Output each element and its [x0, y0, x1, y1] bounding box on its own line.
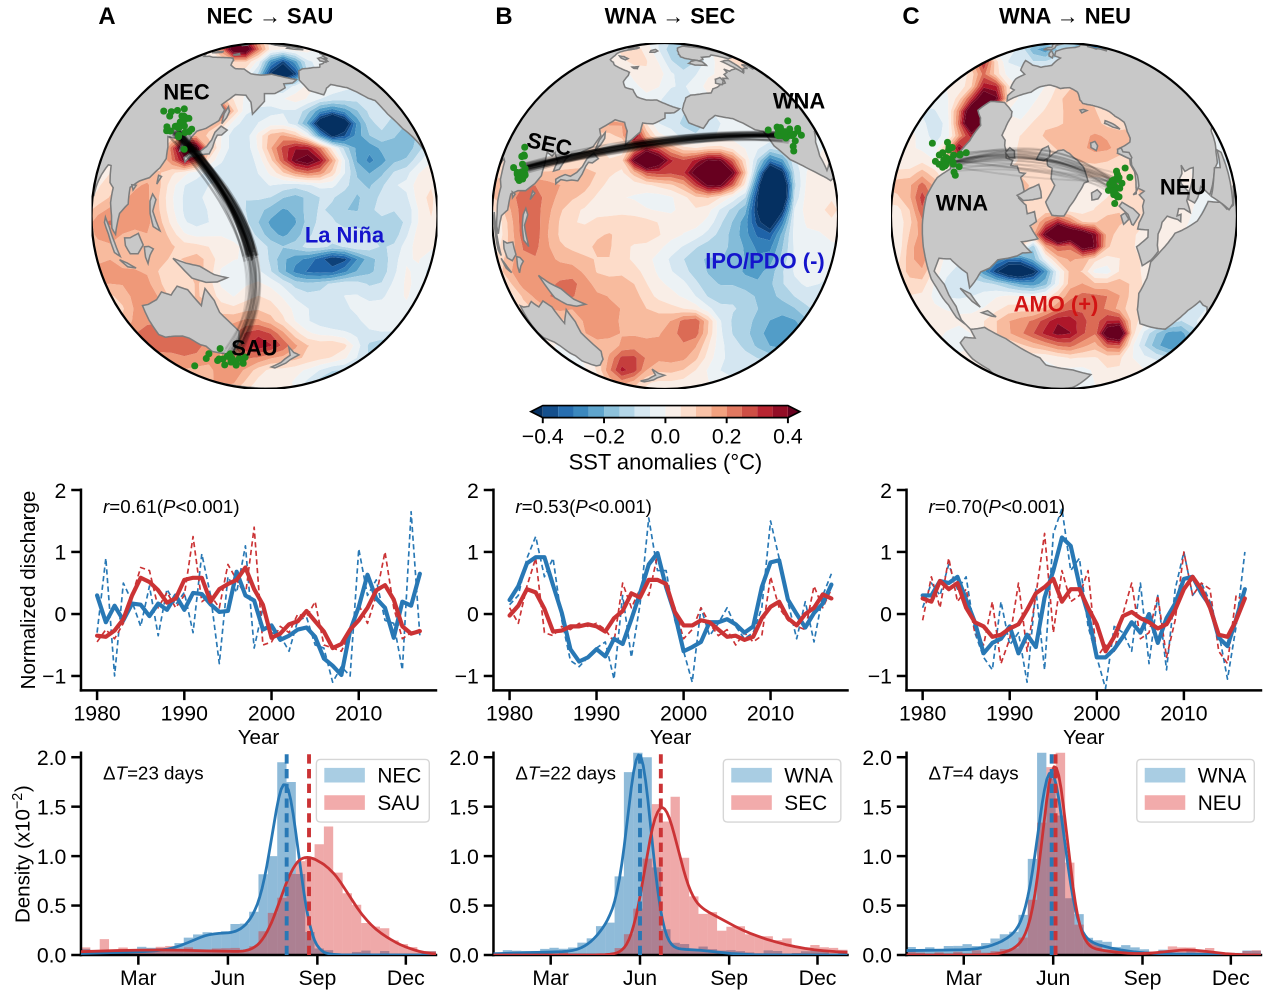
svg-text:SST anomalies (°C): SST anomalies (°C): [569, 449, 763, 474]
svg-text:0: 0: [880, 603, 892, 627]
svg-text:2000: 2000: [248, 701, 295, 725]
svg-text:WNA: WNA: [936, 191, 989, 216]
svg-text:1990: 1990: [573, 701, 620, 725]
svg-text:SEC: SEC: [784, 792, 827, 815]
svg-text:1.0: 1.0: [37, 845, 67, 869]
svg-text:1980: 1980: [486, 701, 533, 725]
svg-text:D e n s i t y ( x 1 0 ) − 2: D e n s i t y ( x 1 0 ) − 2: [2, 780, 35, 923]
svg-text:La Niña: La Niña: [305, 223, 385, 248]
svg-text:2010: 2010: [1160, 701, 1207, 725]
svg-text:Δ = 2 2 d a y s T: Δ = 2 2 d a y s T: [515, 759, 621, 784]
svg-text:0.5: 0.5: [862, 894, 892, 918]
svg-text:2.0: 2.0: [37, 746, 67, 770]
svg-text:Jun: Jun: [1036, 966, 1070, 990]
svg-text:2.0: 2.0: [449, 746, 479, 770]
svg-text:Normalized discharge: Normalized discharge: [17, 491, 40, 690]
svg-text:0: 0: [55, 603, 67, 627]
svg-text:WNA: WNA: [784, 765, 833, 788]
svg-text:0.2: 0.2: [712, 424, 742, 448]
svg-text:Mar: Mar: [945, 966, 982, 990]
svg-text:0.0: 0.0: [651, 424, 681, 448]
svg-text:Mar: Mar: [120, 966, 157, 990]
svg-text:NEU: NEU: [1198, 792, 1242, 815]
svg-text:Δ = 2 3 d a y s T: Δ = 2 3 d a y s T: [103, 759, 209, 784]
svg-text:1.0: 1.0: [862, 845, 892, 869]
svg-text:0.0: 0.0: [449, 944, 479, 968]
svg-text:IPO/PDO (-): IPO/PDO (-): [705, 249, 824, 274]
svg-text:1: 1: [467, 541, 479, 565]
svg-text:1980: 1980: [73, 701, 120, 725]
svg-text:1: 1: [55, 541, 67, 565]
svg-text:0.0: 0.0: [37, 944, 67, 968]
svg-text:1: 1: [880, 541, 892, 565]
svg-text:C: C: [902, 3, 919, 30]
svg-text:2010: 2010: [747, 701, 794, 725]
svg-text:SAU: SAU: [231, 336, 277, 361]
svg-text:Δ = 4 d a y s T: Δ = 4 d a y s T: [928, 759, 1024, 784]
svg-text:1.0: 1.0: [449, 845, 479, 869]
svg-text:−1: −1: [455, 665, 479, 689]
svg-text:1980: 1980: [899, 701, 946, 725]
svg-text:Jun: Jun: [623, 966, 657, 990]
svg-text:B: B: [495, 3, 512, 30]
svg-text:NEC → SAU: NEC → SAU: [207, 4, 334, 29]
svg-text:1.5: 1.5: [449, 795, 479, 819]
svg-text:1990: 1990: [986, 701, 1033, 725]
svg-text:−0.2: −0.2: [583, 424, 625, 448]
svg-text:SAU: SAU: [377, 792, 420, 815]
svg-text:2010: 2010: [335, 701, 382, 725]
svg-text:NEC: NEC: [163, 80, 209, 105]
svg-text:r P = 0 . 7 0 ( < 0 . 0 0 1 ): r P = 0 . 7 0 ( < 0 . 0 0 1 ): [928, 493, 1065, 518]
svg-text:0.0: 0.0: [862, 944, 892, 968]
svg-text:Dec: Dec: [799, 966, 837, 990]
svg-text:2.0: 2.0: [862, 746, 892, 770]
svg-text:−0.4: −0.4: [522, 424, 564, 448]
svg-text:Dec: Dec: [1212, 966, 1250, 990]
svg-text:0.5: 0.5: [449, 894, 479, 918]
svg-text:Jun: Jun: [211, 966, 245, 990]
svg-text:−1: −1: [868, 665, 892, 689]
svg-text:1.5: 1.5: [37, 795, 67, 819]
svg-text:1.5: 1.5: [862, 795, 892, 819]
svg-text:2: 2: [55, 479, 67, 503]
svg-text:WNA: WNA: [1198, 765, 1247, 788]
svg-text:0: 0: [467, 603, 479, 627]
svg-text:−1: −1: [42, 665, 66, 689]
svg-text:Dec: Dec: [387, 966, 425, 990]
svg-text:WNA: WNA: [773, 89, 826, 114]
svg-text:Sep: Sep: [1124, 966, 1162, 990]
svg-text:Year: Year: [650, 726, 692, 749]
svg-text:Sep: Sep: [298, 966, 336, 990]
svg-text:2000: 2000: [660, 701, 707, 725]
svg-text:Sep: Sep: [710, 966, 748, 990]
svg-text:AMO (+): AMO (+): [1014, 292, 1099, 317]
svg-text:Year: Year: [1063, 726, 1105, 749]
svg-text:2000: 2000: [1073, 701, 1120, 725]
svg-text:2: 2: [467, 479, 479, 503]
svg-text:Mar: Mar: [532, 966, 569, 990]
svg-text:WNA → NEU: WNA → NEU: [999, 4, 1131, 29]
svg-text:Year: Year: [238, 726, 280, 749]
svg-text:2: 2: [880, 479, 892, 503]
svg-text:WNA → SEC: WNA → SEC: [605, 4, 736, 29]
svg-text:r P = 0 . 5 3 ( < 0 . 0 0 1 ): r P = 0 . 5 3 ( < 0 . 0 0 1 ): [515, 493, 652, 518]
svg-text:NEC: NEC: [377, 765, 421, 788]
svg-text:0.4: 0.4: [773, 424, 803, 448]
svg-text:NEU: NEU: [1160, 175, 1206, 200]
svg-text:A: A: [98, 3, 115, 30]
svg-text:0.5: 0.5: [37, 894, 67, 918]
svg-text:1990: 1990: [161, 701, 208, 725]
svg-text:r P = 0 . 6 1 ( < 0 . 0 0 1 ): r P = 0 . 6 1 ( < 0 . 0 0 1 ): [103, 493, 240, 518]
